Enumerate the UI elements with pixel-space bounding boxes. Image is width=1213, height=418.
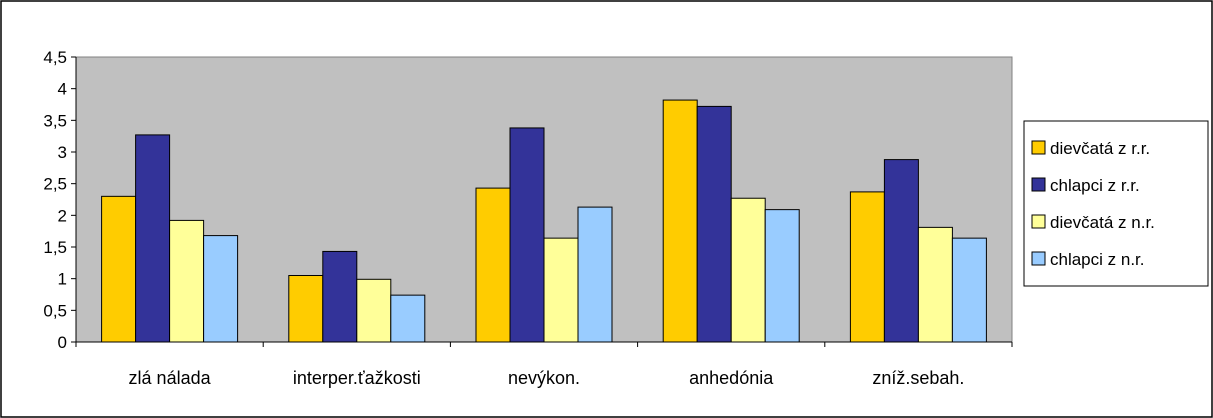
y-tick-label: 1,5 [43, 238, 67, 257]
bar-3-4 [730, 197, 766, 343]
y-tick-label: 1 [58, 270, 67, 289]
bar-2-1 [135, 134, 171, 343]
y-tick-label: 4,5 [43, 48, 67, 67]
bar-4-2 [390, 294, 426, 343]
bar-1-5 [849, 191, 885, 343]
bar-2-3 [509, 127, 545, 343]
axes: 0 0,5 1 1,5 2 2,5 3 3,5 4 4,5 zlá nálada interper.ť… [43, 48, 1013, 388]
y-tick-label: 2 [58, 206, 67, 225]
bar-4-1 [203, 235, 239, 343]
y-tick-label: 2,5 [43, 175, 67, 194]
x-tick-label: zníž.sebah. [872, 368, 964, 388]
legend-label: chlapci z n.r. [1050, 250, 1145, 269]
bar-3-5 [917, 226, 953, 343]
x-tick-label: anhedónia [689, 368, 774, 388]
y-tick-label: 3,5 [43, 111, 67, 130]
legend-label: dievčatá z n.r. [1050, 213, 1155, 232]
x-tick-label: nevýkon. [508, 368, 580, 388]
bar-1-3 [475, 187, 511, 343]
y-tick-label: 0,5 [43, 301, 67, 320]
legend-swatch [1031, 214, 1046, 229]
legend-label: chlapci z r.r. [1050, 176, 1140, 195]
bar-2-5 [883, 159, 919, 343]
y-tick-label: 4 [58, 80, 67, 99]
bar-3-1 [169, 219, 205, 343]
bar-3-2 [356, 278, 392, 343]
bar-4-4 [764, 209, 800, 343]
bar-1-4 [662, 99, 698, 343]
bar-3-3 [543, 237, 579, 343]
legend-box [1023, 120, 1209, 287]
legend-swatch [1031, 177, 1046, 192]
legend-label: dievčatá z r.r. [1050, 139, 1150, 158]
legend-swatch [1031, 251, 1046, 266]
bar-1-1 [101, 195, 137, 343]
bar-2-2 [322, 250, 358, 343]
y-tick-label: 0 [58, 333, 67, 352]
bar-4-3 [577, 206, 613, 343]
bar-2-4 [696, 105, 732, 343]
x-tick-label: zlá nálada [129, 368, 212, 388]
legend-swatch [1031, 140, 1046, 155]
bar-1-2 [288, 275, 324, 343]
legend: dievčatá z r.r. chlapci z r.r. dievčatá z … [1023, 120, 1209, 287]
bars [101, 99, 987, 343]
x-tick-label: interper.ťažkosti [293, 368, 421, 388]
bar-4-5 [951, 237, 987, 343]
y-tick-label: 3 [58, 143, 67, 162]
